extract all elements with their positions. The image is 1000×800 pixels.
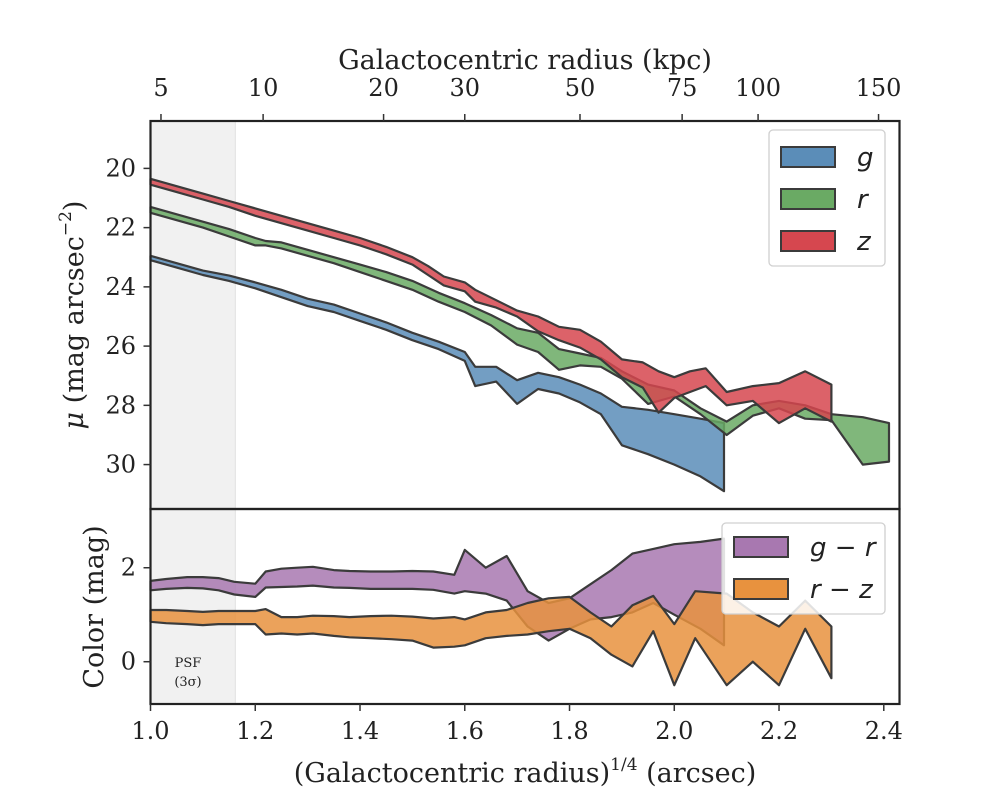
top-tick-label: 150 bbox=[856, 74, 902, 102]
x-axis-label-unit: (arcsec) bbox=[638, 758, 757, 789]
x-tick-label: 1.6 bbox=[446, 717, 484, 745]
legend-swatch-rz bbox=[733, 578, 789, 600]
top-tick-label: 30 bbox=[449, 74, 480, 102]
top-tick-label: 20 bbox=[368, 74, 399, 102]
top-tick-label: 75 bbox=[667, 74, 698, 102]
x-tick-label: 2.0 bbox=[655, 717, 693, 745]
band-surface-brightness-z bbox=[149, 177, 833, 425]
y-tick-label: 2 bbox=[121, 554, 136, 582]
x-axis-label-main: (Galactocentric radius) bbox=[294, 758, 610, 789]
x-axis-label: (Galactocentric radius)1/4 (arcsec) bbox=[294, 755, 757, 789]
x-tick-label: 1.4 bbox=[341, 717, 379, 745]
psf-label: PSF bbox=[175, 656, 202, 671]
bottom-panel-ylabel: Color (mag) bbox=[79, 525, 110, 688]
x-axis-label-exponent: 1/4 bbox=[610, 755, 637, 775]
psf-sublabel: (3σ) bbox=[174, 675, 201, 690]
legend-swatch-z bbox=[780, 230, 836, 252]
legend-label-z: z bbox=[856, 227, 872, 257]
top-axis-label: Galactocentric radius (kpc) bbox=[338, 45, 712, 76]
legend-label-rz: r − z bbox=[810, 575, 874, 605]
x-tick-label: 1.2 bbox=[236, 717, 274, 745]
y-tick-label: 20 bbox=[105, 154, 136, 182]
band-surface-brightness-r bbox=[149, 205, 891, 466]
top-panel-ylabel: μ (mag arcsec−2) bbox=[56, 201, 90, 430]
y-tick-label: 28 bbox=[105, 391, 136, 419]
legend-swatch-r bbox=[780, 188, 836, 210]
legend-label-g: g bbox=[857, 143, 874, 173]
series-area-layer bbox=[149, 177, 891, 687]
legend-swatch-g bbox=[780, 146, 836, 168]
top-tick-label: 5 bbox=[153, 74, 168, 102]
band-color-rz bbox=[149, 590, 833, 687]
top-tick-label: 100 bbox=[735, 74, 781, 102]
x-tick-label: 1.0 bbox=[131, 717, 169, 745]
x-tick-label: 1.8 bbox=[550, 717, 588, 745]
bottom-panel-frame bbox=[149, 507, 901, 706]
y-tick-label: 26 bbox=[105, 332, 136, 360]
top-tick-label: 10 bbox=[248, 74, 279, 102]
ylabel-exponent: −2 bbox=[56, 211, 76, 236]
y-tick-label: 24 bbox=[105, 273, 136, 301]
y-tick-label: 30 bbox=[105, 451, 136, 479]
tick-layer: 1.0 1.2 1.4 1.6 1.8 2.0 2.2 2.45 10 20 30 50 75 100 15… bbox=[105, 74, 902, 745]
legend-label-r: r bbox=[857, 185, 870, 215]
ylabel-symbol: μ bbox=[59, 412, 90, 430]
ylabel-text: (mag arcsec bbox=[59, 236, 90, 412]
y-tick-label: 22 bbox=[105, 214, 136, 242]
y-tick-label: 0 bbox=[121, 648, 136, 676]
top-tick-label: 50 bbox=[565, 74, 596, 102]
legend-swatch-gr bbox=[733, 536, 789, 558]
band-surface-brightness-g bbox=[149, 254, 726, 493]
legend-layer: grz g − r r − z bbox=[721, 129, 886, 615]
ylabel-end: ) bbox=[59, 201, 90, 212]
x-tick-label: 2.2 bbox=[760, 717, 798, 745]
legend-label-gr: g − r bbox=[810, 533, 878, 563]
x-tick-label: 2.4 bbox=[865, 717, 903, 745]
